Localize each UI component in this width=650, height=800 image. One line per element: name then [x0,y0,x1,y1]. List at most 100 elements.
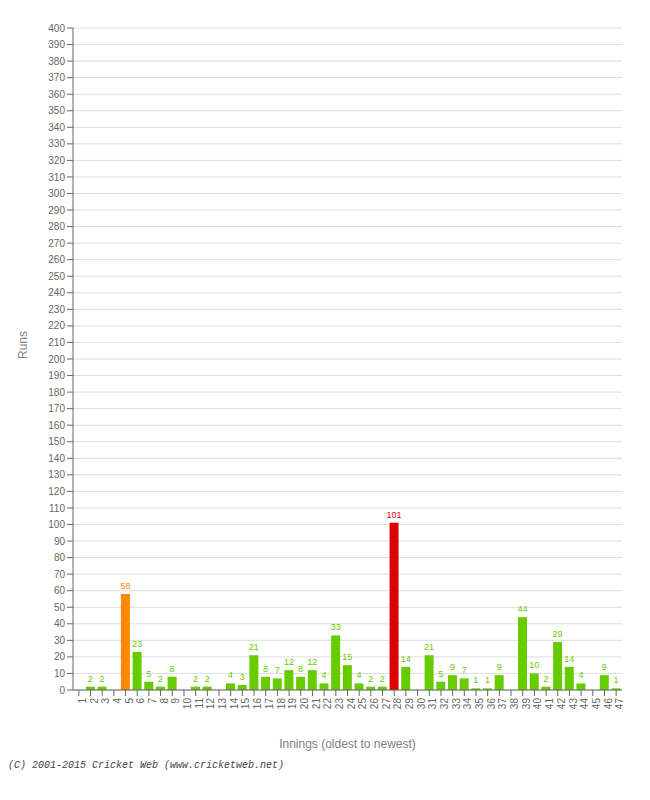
svg-text:330: 330 [48,138,65,149]
svg-text:390: 390 [48,39,65,50]
svg-text:90: 90 [54,536,66,547]
svg-text:12: 12 [307,657,317,667]
svg-text:7: 7 [462,665,467,675]
svg-text:41: 41 [544,698,555,710]
svg-text:5: 5 [124,698,135,704]
svg-text:1: 1 [485,675,490,685]
svg-text:Innings (oldest to newest): Innings (oldest to newest) [279,737,416,751]
svg-text:42: 42 [556,698,567,710]
svg-text:27: 27 [381,698,392,710]
svg-text:3: 3 [100,698,111,704]
svg-text:15: 15 [342,652,352,662]
svg-text:21: 21 [249,642,259,652]
svg-text:20: 20 [54,651,66,662]
svg-text:22: 22 [322,698,333,710]
svg-text:39: 39 [521,698,532,710]
svg-text:50: 50 [54,602,66,613]
svg-text:14: 14 [401,654,411,664]
svg-text:101: 101 [387,510,402,520]
svg-text:32: 32 [439,698,450,710]
svg-text:70: 70 [54,569,66,580]
svg-text:350: 350 [48,105,65,116]
svg-text:40: 40 [54,618,66,629]
svg-text:44: 44 [579,698,590,710]
svg-text:2: 2 [89,698,100,704]
svg-text:36: 36 [486,698,497,710]
svg-text:9: 9 [170,698,181,704]
svg-text:380: 380 [48,56,65,67]
svg-text:1: 1 [77,698,88,704]
svg-text:2: 2 [205,674,210,684]
svg-text:23: 23 [334,698,345,710]
svg-text:4: 4 [228,670,233,680]
svg-text:29: 29 [553,629,563,639]
svg-text:12: 12 [205,698,216,710]
svg-text:190: 190 [48,370,65,381]
svg-text:21: 21 [424,642,434,652]
svg-text:170: 170 [48,403,65,414]
svg-text:58: 58 [120,581,130,591]
svg-text:120: 120 [48,486,65,497]
svg-text:2: 2 [380,674,385,684]
svg-text:46: 46 [603,698,614,710]
svg-text:24: 24 [346,698,357,710]
svg-text:160: 160 [48,420,65,431]
svg-text:400: 400 [48,23,65,34]
svg-text:25: 25 [357,698,368,710]
svg-text:370: 370 [48,72,65,83]
svg-text:18: 18 [276,698,287,710]
svg-text:19: 19 [287,698,298,710]
svg-text:110: 110 [49,503,65,514]
svg-text:10: 10 [54,668,66,679]
svg-text:130: 130 [48,469,65,480]
svg-text:29: 29 [404,698,415,710]
svg-text:35: 35 [474,698,485,710]
svg-text:8: 8 [263,664,268,674]
svg-text:17: 17 [264,698,275,710]
svg-text:320: 320 [48,155,65,166]
svg-text:200: 200 [48,354,65,365]
svg-text:10: 10 [529,660,539,670]
svg-text:1: 1 [613,675,618,685]
svg-text:250: 250 [48,271,65,282]
svg-text:30: 30 [416,698,427,710]
svg-text:11: 11 [194,698,205,709]
svg-text:1: 1 [473,675,478,685]
svg-text:34: 34 [462,698,473,710]
svg-text:360: 360 [48,89,65,100]
svg-text:220: 220 [48,320,65,331]
svg-text:60: 60 [54,585,66,596]
svg-text:47: 47 [614,698,625,710]
svg-text:5: 5 [146,669,151,679]
svg-text:26: 26 [369,698,380,710]
svg-text:150: 150 [48,436,65,447]
svg-text:9: 9 [450,662,455,672]
svg-text:2: 2 [368,674,373,684]
svg-text:14: 14 [229,698,240,710]
svg-text:280: 280 [48,221,65,232]
svg-text:4: 4 [357,670,362,680]
svg-text:6: 6 [135,698,146,704]
svg-text:44: 44 [518,604,528,614]
svg-text:23: 23 [132,639,142,649]
svg-text:5: 5 [438,669,443,679]
svg-text:9: 9 [602,662,607,672]
svg-text:7: 7 [275,665,280,675]
svg-text:8: 8 [298,664,303,674]
svg-text:0: 0 [59,685,65,696]
svg-text:240: 240 [48,287,65,298]
svg-text:28: 28 [392,698,403,710]
svg-text:270: 270 [48,238,65,249]
svg-text:9: 9 [497,662,502,672]
svg-text:20: 20 [299,698,310,710]
svg-text:33: 33 [331,622,341,632]
svg-text:140: 140 [48,453,65,464]
svg-text:37: 37 [497,698,508,710]
svg-text:260: 260 [48,254,65,265]
svg-text:43: 43 [568,698,579,710]
svg-text:2: 2 [88,674,93,684]
svg-text:30: 30 [54,635,66,646]
svg-text:21: 21 [311,698,322,710]
svg-text:12: 12 [284,657,294,667]
svg-text:290: 290 [48,205,65,216]
